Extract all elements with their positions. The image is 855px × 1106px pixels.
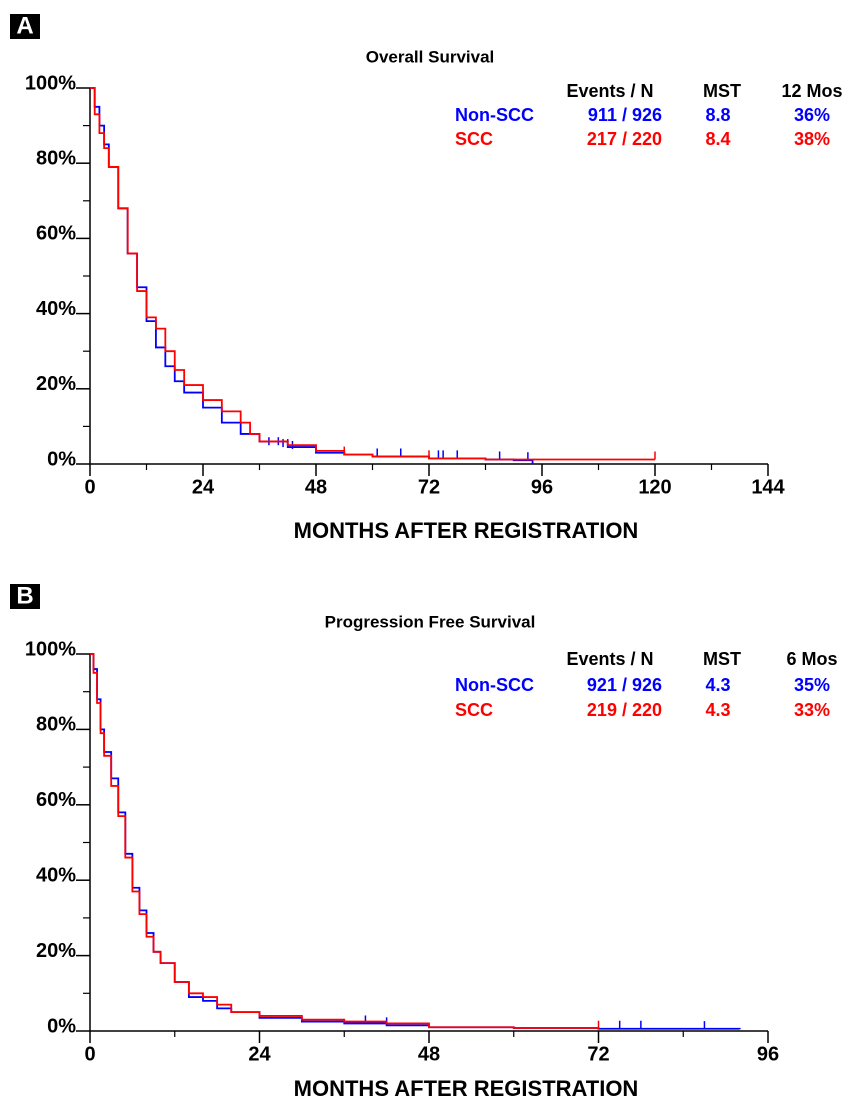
legend-stat: 217 / 220	[587, 129, 662, 149]
x-tick-label: 48	[305, 476, 327, 498]
legend-name: Non-SCC	[455, 675, 534, 695]
panel-label: B	[16, 582, 33, 609]
legend-name: SCC	[455, 129, 493, 149]
x-tick-label: 48	[418, 1043, 440, 1065]
survival-curve	[90, 87, 655, 461]
legend-stat: 8.4	[705, 129, 730, 149]
legend-name: Non-SCC	[455, 105, 534, 125]
panel-box	[10, 14, 40, 39]
table-header: MST	[703, 81, 741, 101]
legend-stat: 38%	[794, 129, 830, 149]
y-tick-label: 80%	[36, 147, 76, 169]
y-tick-label: 100%	[25, 638, 76, 660]
x-tick-label: 96	[757, 1043, 779, 1065]
legend-stat: 8.8	[705, 105, 730, 125]
table-header: Events / N	[566, 649, 653, 669]
legend-stat: 36%	[794, 105, 830, 125]
y-tick-label: 20%	[36, 373, 76, 395]
y-tick-label: 80%	[36, 714, 76, 736]
table-header: Events / N	[566, 81, 653, 101]
x-tick-label: 0	[84, 1043, 95, 1065]
panel-box	[10, 584, 40, 609]
chart-title: Overall Survival	[366, 47, 495, 66]
y-tick-label: 60%	[36, 789, 76, 811]
legend-stat: 911 / 926	[588, 105, 662, 125]
legend-stat: 35%	[794, 675, 830, 695]
x-tick-label: 96	[531, 476, 553, 498]
table-header: MST	[703, 649, 741, 669]
legend-stat: 4.3	[705, 675, 730, 695]
legend-stat: 219 / 220	[587, 700, 662, 720]
x-tick-label: 24	[248, 1043, 271, 1065]
x-tick-label: 72	[587, 1043, 609, 1065]
x-axis-label: MONTHS AFTER REGISTRATION	[294, 518, 639, 543]
y-tick-label: 0%	[47, 1015, 76, 1037]
legend-stat: 4.3	[705, 700, 730, 720]
legend-name: SCC	[455, 700, 493, 720]
y-tick-label: 20%	[36, 940, 76, 962]
legend-stat: 921 / 926	[587, 675, 662, 695]
y-tick-label: 100%	[25, 72, 76, 94]
y-tick-label: 0%	[47, 448, 76, 470]
chart-title: Progression Free Survival	[325, 612, 536, 631]
x-axis-label: MONTHS AFTER REGISTRATION	[294, 1076, 639, 1101]
legend-stat: 33%	[794, 700, 830, 720]
x-tick-label: 0	[84, 476, 95, 498]
panel-label: A	[16, 12, 33, 39]
x-tick-label: 120	[638, 476, 671, 498]
survival-curve	[90, 653, 600, 1029]
y-tick-label: 60%	[36, 223, 76, 245]
y-tick-label: 40%	[36, 298, 76, 320]
x-tick-label: 24	[192, 476, 215, 498]
table-header: 12 Mos	[781, 81, 842, 101]
x-tick-label: 144	[751, 476, 785, 498]
x-tick-label: 72	[418, 476, 440, 498]
y-tick-label: 40%	[36, 864, 76, 886]
table-header: 6 Mos	[786, 649, 837, 669]
